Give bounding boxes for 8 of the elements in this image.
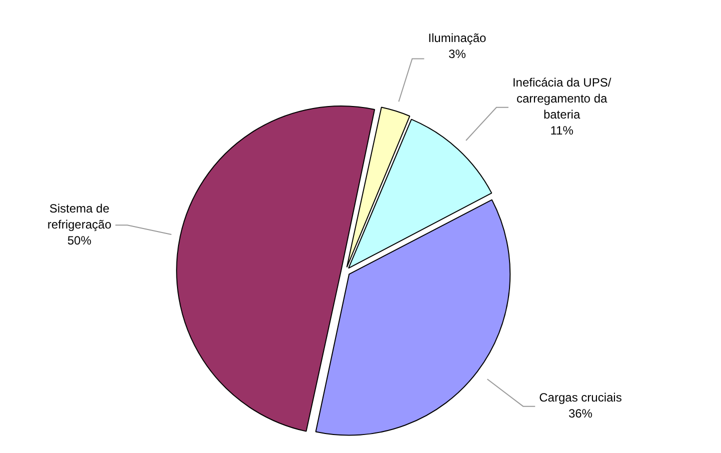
data-label: 3% (448, 47, 466, 62)
data-label: 36% (568, 406, 593, 421)
data-label: 50% (67, 233, 92, 248)
slice-label: Ineficácia da UPS/ carregamento da bateria (512, 76, 612, 122)
slice-label: Cargas cruciais (539, 390, 622, 405)
slice-label: Iluminação (428, 31, 487, 46)
slice-label: Sistema de refrigeração (47, 201, 112, 232)
data-label: 11% (550, 124, 574, 138)
